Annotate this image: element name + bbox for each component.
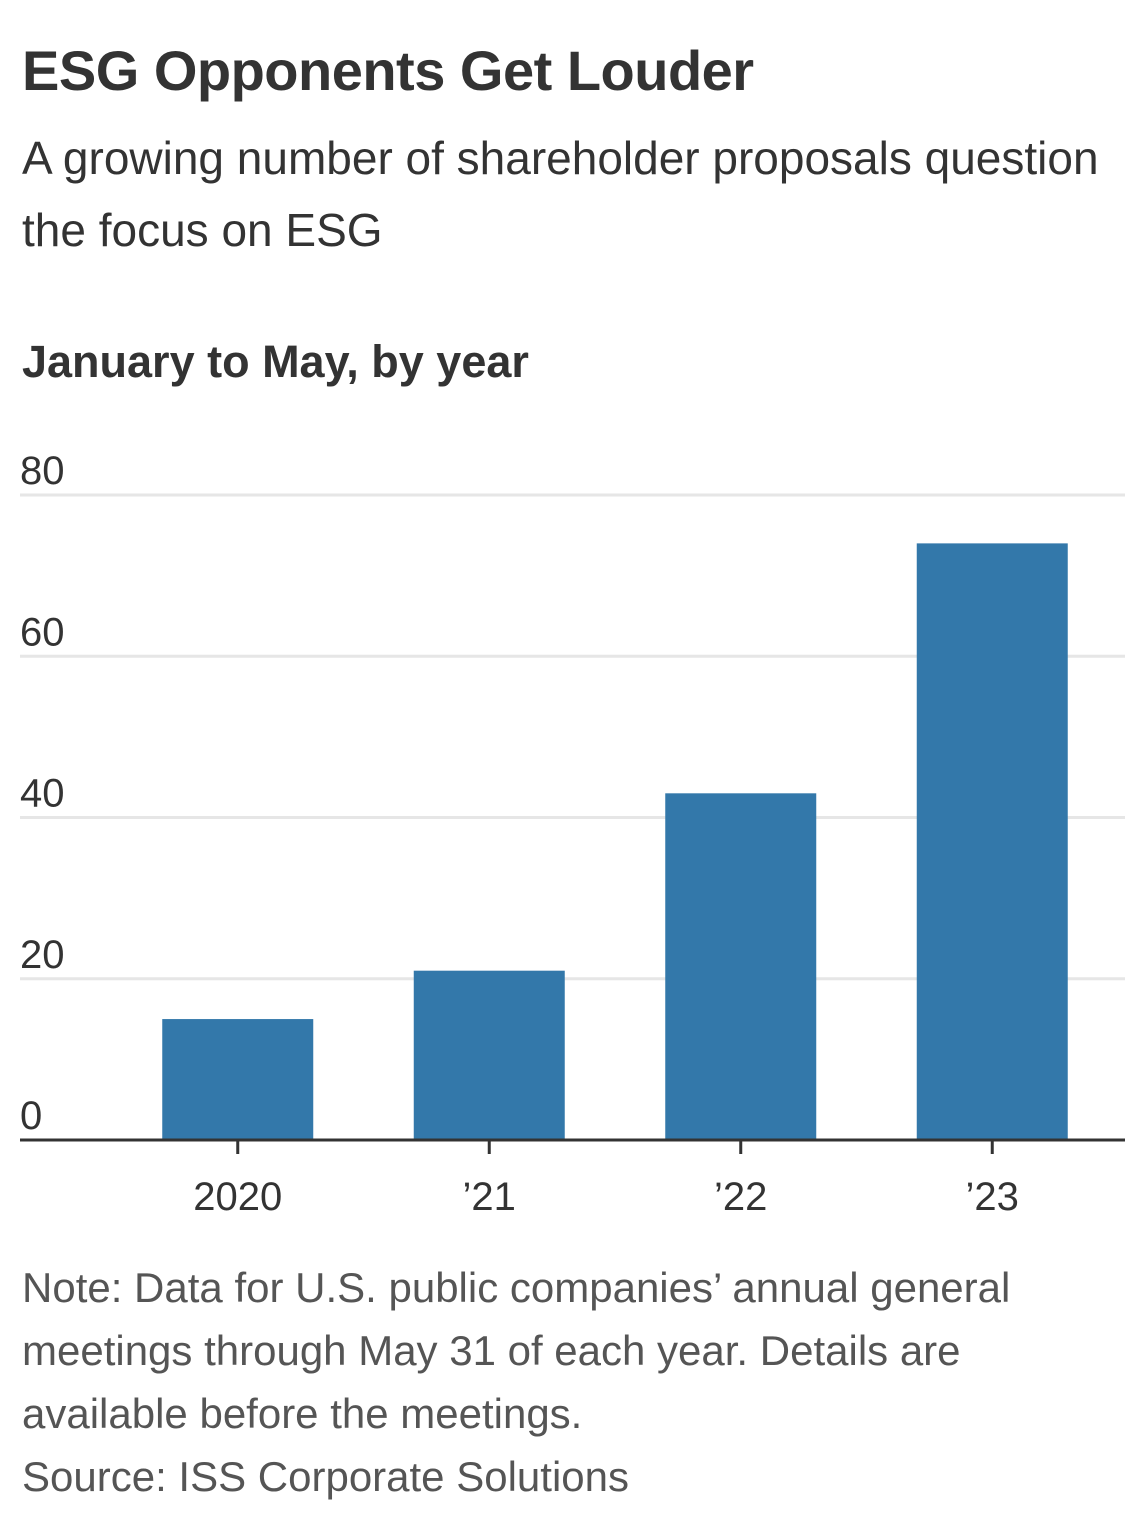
chart-subtitle: A growing number of shareholder proposal… — [22, 132, 1099, 256]
y-tick-label-80: 80 — [20, 449, 65, 493]
y-tick-label-20: 20 — [20, 933, 65, 977]
note-text: Note: Data for U.S. public companies’ an… — [22, 1264, 1011, 1437]
bar-0 — [162, 1019, 314, 1140]
bars — [162, 543, 1068, 1140]
y-tick-label-40: 40 — [20, 772, 65, 816]
x-tick-label-3: ’23 — [966, 1175, 1019, 1219]
y-axis-tick-labels: 0 20 40 60 80 — [20, 449, 65, 1138]
x-tick-label-0: 2020 — [193, 1175, 282, 1219]
x-axis-tick-labels: 2020 ’21 ’22 ’23 — [193, 1175, 1019, 1219]
bar-1 — [413, 970, 565, 1140]
chart-title: ESG Opponents Get Louder — [22, 39, 754, 102]
footnotes: Note: Data for U.S. public companies’ an… — [22, 1256, 1107, 1508]
bar-chart: 0 20 40 60 80 2020 ’21 ’22 ’23 — [20, 449, 1125, 1219]
chart-heading: January to May, by year — [22, 336, 529, 387]
bar-3 — [916, 543, 1068, 1140]
x-tick-label-1: ’21 — [463, 1175, 516, 1219]
x-tick-label-2: ’22 — [714, 1175, 767, 1219]
source-text: Source: ISS Corporate Solutions — [22, 1453, 629, 1500]
y-tick-label-0: 0 — [20, 1094, 42, 1138]
bar-2 — [665, 793, 817, 1140]
y-tick-label-60: 60 — [20, 610, 65, 654]
x-axis — [20, 1138, 1125, 1154]
